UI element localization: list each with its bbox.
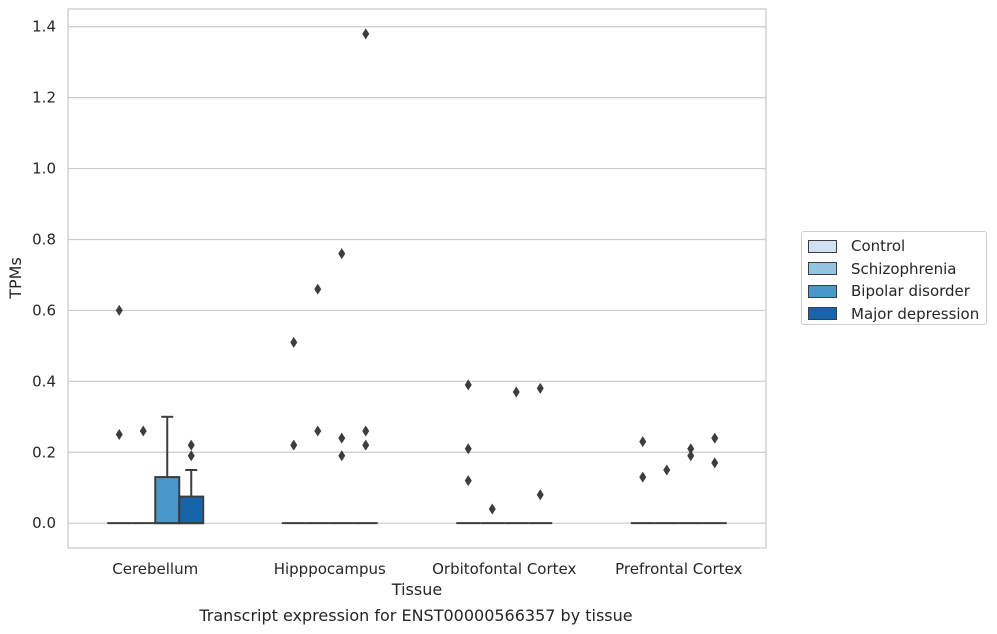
legend-label: Bipolar disorder — [851, 282, 970, 301]
grid-lines — [68, 26, 766, 524]
y-tick-label: 1.0 — [32, 160, 56, 178]
x-tick-labels: Cerebellum Hipppocampus Orbitofontal Corte… — [112, 560, 742, 578]
outlier-point — [536, 382, 544, 394]
box-3-1 — [353, 28, 378, 525]
outlier-point — [314, 283, 322, 295]
outlier-point — [687, 450, 695, 462]
legend-item: Major depression — [808, 303, 986, 326]
box-2-0 — [154, 415, 181, 525]
box-0-3 — [630, 436, 655, 525]
box-1-3 — [654, 464, 679, 525]
y-tick-label: 0.0 — [32, 514, 56, 532]
outlier-point — [488, 503, 496, 515]
legend-item: Bipolar disorder — [808, 280, 986, 303]
y-tick-label: 0.6 — [32, 301, 56, 319]
outlier-point — [362, 425, 370, 437]
legend-swatch — [808, 239, 837, 253]
legend-swatch — [808, 284, 837, 298]
box-3-2 — [528, 382, 553, 525]
legend-item: Schizophrenia — [808, 258, 986, 281]
legend-label: Schizophrenia — [851, 259, 957, 278]
legend-label: Major depression — [851, 304, 980, 323]
x-tick-label: Hipppocampus — [274, 560, 386, 578]
box-0-0 — [107, 304, 132, 525]
box-1-2 — [480, 503, 505, 525]
outlier-point — [464, 443, 472, 455]
outlier-point — [711, 457, 719, 469]
outlier-point — [639, 471, 647, 483]
outlier-point — [314, 425, 322, 437]
box-2-1 — [329, 248, 354, 525]
y-tick-label: 0.4 — [32, 372, 56, 390]
x-tick-label: Cerebellum — [112, 560, 198, 578]
box-0-2 — [456, 379, 481, 525]
chart-caption: Transcript expression for ENST0000056635… — [199, 606, 633, 625]
outlier-point — [115, 429, 123, 441]
y-tick-label: 1.2 — [32, 89, 56, 107]
box-0-1 — [281, 336, 306, 525]
outlier-point — [464, 379, 472, 391]
x-tick-label: Prefrontal Cortex — [615, 560, 742, 578]
box-1-1 — [305, 283, 330, 525]
y-axis-label: TPMs — [6, 257, 25, 300]
outlier-point — [711, 432, 719, 444]
outlier-point — [663, 464, 671, 476]
legend-item: Control — [808, 235, 986, 258]
box-plot-marks — [107, 28, 727, 525]
outlier-point — [362, 439, 370, 451]
outlier-point — [639, 436, 647, 448]
outlier-point — [187, 439, 195, 451]
outlier-point — [290, 336, 298, 348]
y-tick-label: 1.4 — [32, 18, 56, 36]
box-1-0 — [131, 425, 156, 525]
box-3-3 — [702, 432, 727, 525]
outlier-point — [338, 248, 346, 260]
y-tick-label: 0.2 — [32, 443, 56, 461]
box-2-3 — [678, 443, 703, 525]
box-body — [178, 495, 205, 525]
outlier-point — [338, 432, 346, 444]
outlier-point — [187, 450, 195, 462]
x-tick-label: Orbitofontal Cortex — [432, 560, 576, 578]
outlier-point — [362, 28, 370, 40]
outlier-point — [115, 304, 123, 316]
outlier-point — [464, 475, 472, 487]
outlier-point — [687, 443, 695, 455]
outlier-point — [338, 450, 346, 462]
y-tick-labels: 0.0 0.2 0.4 0.6 0.8 1.0 1.2 1.4 — [32, 18, 56, 532]
legend-swatch — [808, 307, 837, 321]
x-axis-label: Tissue — [391, 580, 442, 599]
legend-label: Control — [851, 237, 906, 256]
outlier-point — [512, 386, 520, 398]
box-3-0 — [178, 439, 205, 525]
outlier-point — [290, 439, 298, 451]
box-body — [154, 476, 181, 525]
y-tick-label: 0.8 — [32, 230, 56, 248]
outlier-point — [139, 425, 147, 437]
outlier-point — [536, 489, 544, 501]
box-2-2 — [504, 386, 529, 525]
legend-swatch — [808, 262, 837, 276]
legend: Control Schizophrenia Bipolar disorder Majo… — [801, 231, 987, 325]
plot-frame — [67, 8, 767, 549]
